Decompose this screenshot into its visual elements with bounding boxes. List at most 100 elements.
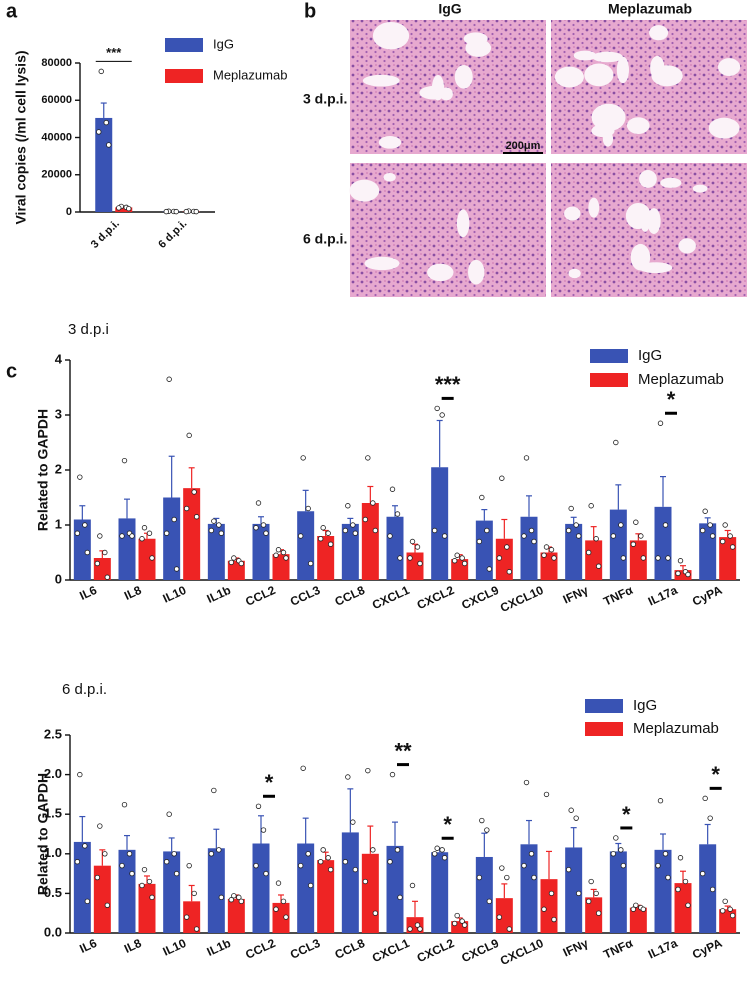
legend-swatch	[585, 699, 623, 713]
y-tick-label: 1.0	[44, 845, 62, 860]
legend-label: IgG	[213, 36, 234, 51]
data-point	[484, 827, 490, 833]
bar	[227, 898, 245, 933]
data-point	[191, 489, 197, 495]
data-point	[573, 522, 579, 528]
data-point	[593, 890, 599, 897]
y-tick-label: 0	[55, 571, 62, 586]
data-point	[325, 855, 331, 861]
data-point	[370, 500, 376, 506]
data-point	[504, 874, 510, 881]
significance-label: *	[265, 770, 274, 795]
alveolus	[364, 256, 400, 271]
data-point	[707, 522, 713, 528]
data-point	[585, 898, 592, 905]
data-point	[139, 882, 145, 889]
data-point	[439, 412, 445, 418]
data-point	[729, 912, 736, 919]
bar	[540, 879, 558, 933]
histology-panel: IgG Meplazumab 3 d.p.i. 6 d.p.i. 200μm	[303, 1, 747, 297]
bar	[118, 849, 136, 933]
data-point	[98, 68, 104, 75]
data-point	[441, 855, 448, 861]
significance-label: *	[443, 812, 452, 837]
data-point	[231, 893, 237, 899]
y-tick-label: 20000	[41, 169, 72, 181]
data-point	[317, 859, 324, 865]
bar	[629, 907, 647, 933]
x-tick-label: IL8	[122, 936, 144, 956]
data-point	[476, 874, 483, 881]
x-tick-label: IFNγ	[561, 583, 591, 607]
data-point	[211, 787, 217, 794]
data-point	[496, 555, 503, 561]
data-point	[521, 862, 527, 869]
data-point	[417, 560, 423, 567]
data-point	[414, 922, 421, 928]
data-point	[394, 847, 401, 853]
data-point	[633, 519, 639, 525]
data-point	[96, 129, 102, 135]
alveolus	[630, 243, 651, 271]
alveolus	[454, 65, 473, 89]
data-point	[183, 914, 190, 920]
alveolus	[554, 66, 584, 88]
bar	[654, 506, 672, 580]
data-point	[504, 544, 510, 550]
data-point	[183, 505, 190, 512]
data-point	[193, 208, 199, 215]
data-point	[372, 527, 379, 534]
data-point	[665, 874, 671, 881]
data-point	[216, 847, 222, 853]
x-tick-label: CXCL9	[459, 936, 501, 965]
data-point	[94, 560, 101, 567]
data-point	[528, 527, 535, 534]
bar	[361, 503, 379, 580]
data-point	[121, 801, 128, 808]
data-point	[610, 533, 617, 539]
data-point	[352, 866, 359, 873]
data-point	[655, 862, 661, 869]
data-point	[345, 503, 351, 509]
data-point	[342, 527, 349, 534]
bar	[272, 554, 290, 580]
legend-swatch	[590, 349, 628, 363]
y-tick-label: 1.5	[44, 806, 62, 821]
x-tick-label: IL17a	[646, 583, 680, 609]
data-point	[541, 906, 547, 912]
bar	[297, 843, 315, 933]
x-tick-label: CCL2	[243, 583, 278, 609]
data-point	[568, 505, 574, 512]
alveolus	[573, 50, 597, 61]
data-point	[699, 527, 706, 534]
data-point	[102, 851, 108, 857]
alveolus	[591, 103, 626, 132]
y-tick-label: 80000	[41, 57, 72, 69]
data-point	[82, 843, 88, 849]
legend-swatch	[590, 373, 628, 387]
data-point	[280, 549, 287, 556]
alveolus	[372, 22, 410, 50]
data-point	[317, 536, 324, 542]
data-point	[506, 569, 513, 575]
data-point	[588, 878, 594, 885]
x-tick-label: IL6	[77, 936, 99, 956]
data-point	[702, 795, 708, 802]
data-point	[573, 815, 579, 821]
bar	[138, 538, 156, 580]
data-point	[74, 859, 81, 865]
data-point	[451, 920, 458, 927]
alveolus	[692, 184, 708, 193]
data-point	[305, 505, 311, 512]
alveolus	[467, 259, 485, 285]
data-point	[238, 898, 245, 905]
data-point	[173, 208, 179, 215]
bar	[183, 901, 201, 933]
data-point	[173, 870, 180, 877]
data-point	[171, 516, 177, 523]
data-point	[677, 855, 684, 861]
data-point	[620, 862, 627, 869]
data-point	[139, 536, 145, 542]
data-point	[275, 547, 282, 553]
alveolus	[649, 25, 669, 41]
